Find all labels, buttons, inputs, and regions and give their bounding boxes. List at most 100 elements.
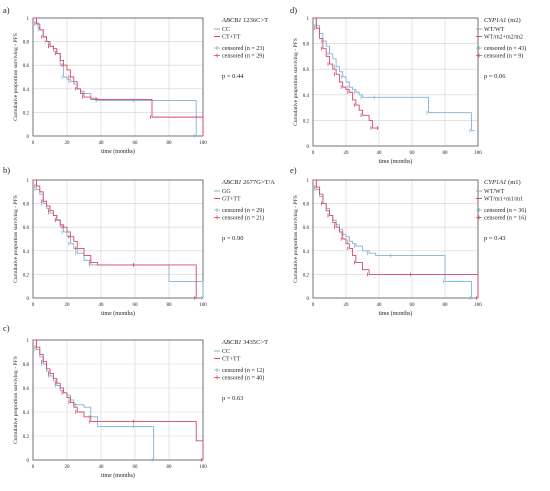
x-tick-label: 100 — [474, 303, 482, 308]
y-tick-label: 0.6 — [303, 226, 310, 231]
legend-series-label: CC — [222, 27, 230, 33]
x-tick-label: 0 — [32, 465, 35, 470]
x-tick-label: 40 — [99, 465, 105, 470]
x-tick-label: 100 — [199, 465, 207, 470]
y-tick-label: 1 — [27, 339, 30, 344]
legend-series-label: GG — [222, 189, 231, 195]
y-axis-label: Cumulative proportion surviving - PFS — [293, 195, 299, 283]
y-tick-label: 0.6 — [303, 68, 310, 73]
y-axis-label: Cumulative proportion surviving - PFS — [13, 195, 19, 283]
legend-title: ABCB1 3435C>T — [221, 339, 268, 346]
legend-series-label: WT/WT — [484, 189, 505, 195]
x-tick-label: 0 — [32, 303, 35, 308]
x-axis-label: time (months) — [101, 148, 135, 155]
legend-censored-label: censored (n = 36) — [484, 207, 526, 214]
y-tick-label: 1 — [307, 17, 310, 22]
y-tick-label: 0.8 — [23, 363, 30, 368]
legend-series-label: WT/m2+m2/m2 — [484, 35, 523, 41]
series-curve-1 — [313, 17, 475, 132]
x-tick-label: 20 — [65, 303, 71, 308]
y-tick-label: 0 — [307, 297, 310, 302]
x-tick-label: 60 — [133, 303, 139, 308]
x-tick-label: 0 — [32, 141, 35, 146]
km-panel-3: c) 0 20 40 60 80 100 0 0.2 0.4 0.6 0.8 1 time (months… — [3, 323, 268, 479]
y-tick-label: 0.6 — [23, 64, 30, 69]
legend-censored-label: censored (n = 21) — [222, 215, 264, 222]
panel-label: d) — [290, 5, 297, 15]
y-axis-label: Cumulative proportion surviving - PFS — [13, 356, 19, 444]
x-tick-label: 40 — [99, 303, 105, 308]
x-tick-label: 60 — [133, 141, 139, 146]
y-tick-label: 0.4 — [23, 250, 30, 255]
y-tick-label: 0.4 — [23, 88, 30, 93]
x-tick-label: 20 — [344, 151, 350, 156]
x-tick-label: 20 — [65, 141, 71, 146]
km-panel-4: d) 0 20 40 60 80 100 0 0.2 0.4 0.6 0.8 1 time (months… — [290, 5, 526, 165]
legend-title: ABCB1 1236C>T — [221, 17, 268, 24]
x-tick-label: 80 — [167, 141, 173, 146]
y-tick-label: 0.6 — [23, 387, 30, 392]
legend-series-label: CC — [222, 349, 230, 355]
y-tick-label: 0.6 — [23, 226, 30, 231]
p-value: p = 0.43 — [484, 235, 506, 242]
p-value: p = 0.63 — [222, 395, 244, 402]
legend-title: CYP1A1 (m2) — [484, 17, 521, 24]
x-tick-label: 80 — [167, 465, 173, 470]
y-tick-label: 0.8 — [23, 41, 30, 46]
y-tick-label: 1 — [27, 17, 30, 22]
legend-title: CYP1A1 (m1) — [484, 179, 521, 186]
y-tick-label: 0 — [27, 135, 30, 140]
y-tick-label: 1 — [307, 179, 310, 184]
x-tick-label: 40 — [377, 151, 383, 156]
panel-label: b) — [3, 165, 10, 175]
legend-series-label: CT+TT — [222, 357, 241, 363]
y-axis-label: Cumulative proportion surviving - PFS — [293, 38, 299, 126]
legend-censored-label: censored (n = 29) — [222, 207, 264, 214]
plot-frame — [32, 179, 204, 299]
panel-label: e) — [290, 165, 297, 175]
x-tick-label: 0 — [312, 151, 315, 156]
panel-label: a) — [3, 5, 10, 15]
series-curve-1 — [33, 179, 204, 298]
y-tick-label: 1 — [27, 179, 30, 184]
km-panel-5: e) 0 20 40 60 80 100 0 0.2 0.4 0.6 0.8 1 time (months… — [290, 165, 526, 317]
p-value: p = 0.90 — [222, 235, 244, 242]
x-tick-label: 60 — [410, 303, 416, 308]
x-tick-label: 80 — [167, 303, 173, 308]
series-curve-2 — [33, 339, 204, 460]
p-value: p = 0.44 — [222, 73, 244, 80]
x-tick-label: 100 — [199, 141, 207, 146]
y-tick-label: 0.8 — [303, 43, 310, 48]
x-tick-label: 40 — [377, 303, 383, 308]
legend-censored-label: censored (n = 12) — [222, 367, 264, 374]
plot-frame — [32, 17, 204, 137]
x-tick-label: 40 — [99, 141, 105, 146]
y-tick-label: 0.2 — [23, 273, 30, 278]
series-curve-2 — [313, 179, 479, 298]
y-tick-label: 0.4 — [303, 94, 310, 99]
legend-series-label: GT+TT — [222, 197, 241, 203]
legend-censored-label: censored (n = 23) — [222, 45, 264, 52]
y-tick-label: 0 — [27, 297, 30, 302]
series-curve-1 — [33, 17, 197, 136]
legend-series-label: WT/m1+m1/m1 — [484, 197, 523, 203]
y-tick-label: 0 — [307, 145, 310, 150]
series-curve-2 — [33, 179, 197, 298]
x-tick-label: 60 — [133, 465, 139, 470]
km-panel-2: b) 0 20 40 60 80 100 0 0.2 0.4 0.6 0.8 1 time (months… — [3, 165, 275, 317]
y-tick-label: 0.2 — [23, 435, 30, 440]
km-panel-1: a) 0 20 40 60 80 100 0 0.2 0.4 0.6 0.8 1 time (months… — [3, 5, 268, 155]
series-curve-2 — [33, 17, 204, 136]
x-tick-label: 100 — [199, 303, 207, 308]
y-axis-label: Cumulative proportion surviving - PFS — [13, 33, 19, 121]
x-tick-label: 20 — [344, 303, 350, 308]
legend-series-label: WT/WT — [484, 27, 505, 33]
series-curve-1 — [313, 179, 472, 298]
x-tick-label: 80 — [443, 303, 449, 308]
y-tick-label: 0 — [27, 459, 30, 464]
x-axis-label: time (months) — [101, 310, 135, 317]
plot-frame — [32, 339, 204, 461]
legend-censored-label: censored (n = 29) — [222, 53, 264, 60]
series-curve-1 — [33, 339, 155, 460]
